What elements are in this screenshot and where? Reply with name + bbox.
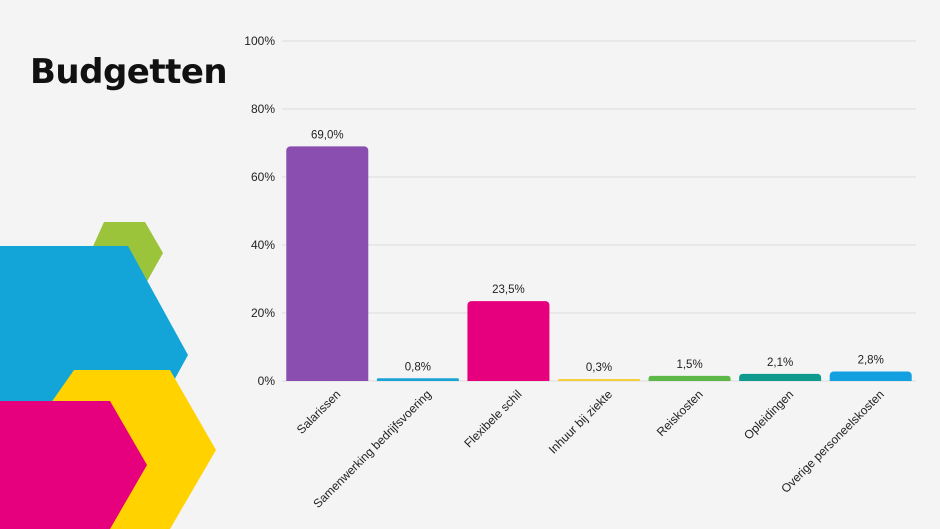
data-label: 0,8% xyxy=(405,361,431,373)
bar xyxy=(286,146,369,381)
y-tick-label: 20% xyxy=(251,306,275,320)
gridlines xyxy=(282,40,916,382)
y-tick-label: 100% xyxy=(244,34,275,48)
y-tick-label: 60% xyxy=(251,170,275,184)
x-tick-label: Salarissen xyxy=(294,387,344,437)
x-tick-label: Inhuur bij ziekte xyxy=(546,387,616,457)
y-tick-label: 80% xyxy=(251,102,275,116)
data-label: 2,1% xyxy=(767,357,793,369)
magenta-hexagon-shape xyxy=(0,401,147,529)
y-tick-label: 0% xyxy=(258,374,276,388)
data-label: 2,8% xyxy=(858,354,884,366)
data-label: 69,0% xyxy=(311,129,344,141)
x-tick-label: Flexibele schil xyxy=(461,387,524,450)
page-title: Budgetten xyxy=(30,52,228,92)
x-tick-label: Reiskosten xyxy=(654,387,706,439)
bar xyxy=(376,378,459,381)
bars xyxy=(286,146,912,381)
bar xyxy=(467,301,550,381)
x-tick-label: Overige personeelskosten xyxy=(778,387,886,495)
y-tick-label: 40% xyxy=(251,238,275,252)
x-tick-label: Opleidingen xyxy=(741,387,796,442)
data-label: 0,3% xyxy=(586,362,612,374)
bar xyxy=(648,375,731,381)
bar xyxy=(558,379,640,381)
y-axis: 0% 20% 40% 60% 80% 100% xyxy=(244,34,275,388)
bar xyxy=(739,373,822,381)
data-labels: 69,0% 0,8% 23,5% 0,3% 1,5% 2,1% 2,8% xyxy=(311,129,884,374)
data-label: 23,5% xyxy=(492,284,525,296)
bar xyxy=(829,371,912,381)
data-label: 1,5% xyxy=(676,359,702,371)
